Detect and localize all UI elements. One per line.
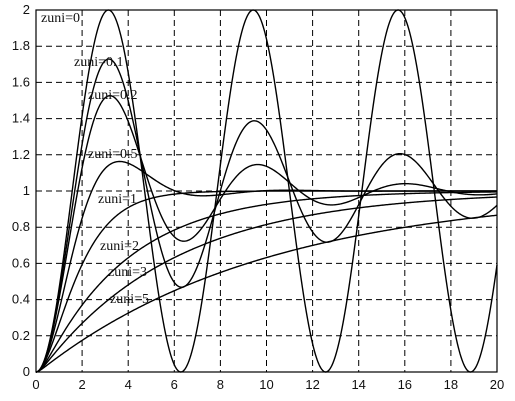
series-line-zuni-0-2 xyxy=(35,94,498,373)
y-tick-label: 1.4 xyxy=(12,111,30,126)
y-tick-label: 0.8 xyxy=(12,219,30,234)
series-line-zuni-2 xyxy=(35,191,498,373)
x-tick-label: 18 xyxy=(444,377,458,392)
series-line-zuni-1 xyxy=(35,190,497,373)
curve-label: zuni=0.1 xyxy=(74,55,124,70)
x-tick-label: 20 xyxy=(490,377,504,392)
y-tick-label: 1.6 xyxy=(12,74,30,89)
x-tick-label: 6 xyxy=(171,377,178,392)
x-tick-label: 0 xyxy=(32,377,39,392)
x-tick-label: 14 xyxy=(351,377,365,392)
series-line-zuni-5 xyxy=(35,214,498,373)
tick-labels: 0 2 4 6 8 10 12 14 16 18 20 0 0.2 0.4 0.6 0.8 1 1.2 1.4 1.6… xyxy=(12,2,504,392)
x-tick-label: 4 xyxy=(125,377,132,392)
y-tick-label: 0.4 xyxy=(12,292,30,307)
x-tick-label: 2 xyxy=(78,377,85,392)
curve-label: zuni=3 xyxy=(108,265,147,280)
y-tick-label: 2 xyxy=(23,2,30,17)
x-tick-label: 8 xyxy=(217,377,224,392)
series-line-zuni-0 xyxy=(35,9,498,373)
y-tick-label: 1 xyxy=(23,183,30,198)
curve-label: zuni=2 xyxy=(100,239,139,254)
curve-label: zuni=5 xyxy=(110,292,149,307)
curve-labels: zuni=0 zuni=0.1 zuni=0.2 zuni=0.5 zuni=1 zuni… xyxy=(41,11,149,307)
x-tick-label: 16 xyxy=(398,377,412,392)
y-tick-label: 0.6 xyxy=(12,255,30,270)
curve-label: zuni=1 xyxy=(98,192,137,207)
y-tick-label: 1.2 xyxy=(12,147,30,162)
y-tick-label: 0.2 xyxy=(12,328,30,343)
curve-label: zuni=0 xyxy=(41,11,80,26)
curve-label: zuni=0.2 xyxy=(88,88,138,103)
y-tick-label: 0 xyxy=(23,364,30,379)
y-tick-label: 1.8 xyxy=(12,38,30,53)
series-line-zuni-0-1 xyxy=(35,58,498,373)
x-tick-label: 10 xyxy=(259,377,273,392)
x-tick-label: 12 xyxy=(305,377,319,392)
curves xyxy=(35,9,498,373)
series-line-zuni-3 xyxy=(35,196,498,373)
curve-label: zuni=0.5 xyxy=(88,147,138,162)
